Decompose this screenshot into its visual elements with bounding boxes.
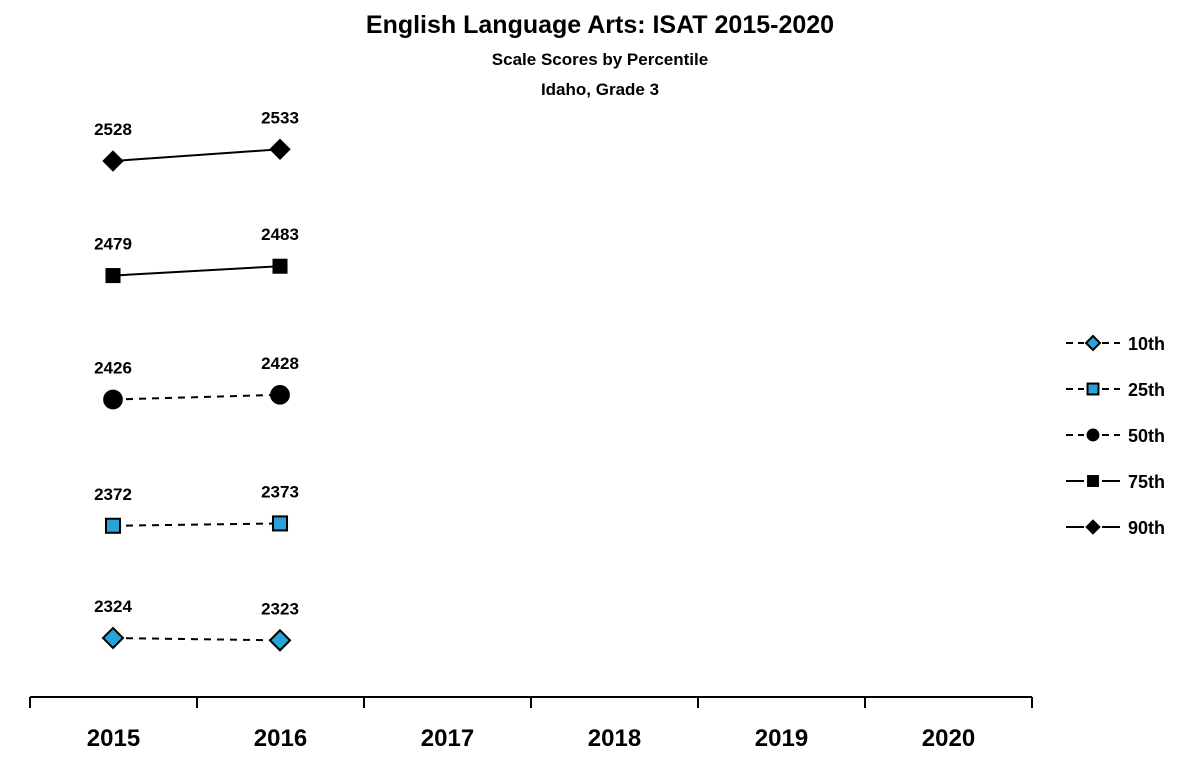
series-25th: 2372 2373 [94,482,299,534]
data-point [272,258,288,274]
legend-label: 50th [1128,426,1165,446]
data-point [271,515,289,532]
x-axis: 2015 2016 2017 2018 2019 2020 [29,696,1033,752]
data-label: 2373 [261,482,299,501]
x-tick-label: 2015 [87,725,140,752]
legend-item-10th: 10th [1066,333,1165,354]
series-50th: 2426 2428 [94,354,299,410]
legend-marker [1084,334,1102,352]
data-label: 2323 [261,599,299,618]
data-point [104,517,122,534]
data-point [269,138,291,161]
plot-area: 2324 2323 2372 2373 2426 2428 2479 2483 2528 2533 [94,108,299,652]
chart-subtitle: Scale Scores by Percentile [492,50,708,69]
series-line [112,265,281,277]
x-tick-label: 2020 [922,725,975,752]
data-label: 2428 [261,354,299,373]
legend-label: 90th [1128,518,1165,538]
chart-title: English Language Arts: ISAT 2015-2020 [366,11,834,39]
legend-item-50th: 50th [1066,425,1165,446]
legend-marker [1087,475,1099,487]
data-label: 2372 [94,485,132,504]
data-point [268,628,292,652]
legend-label: 75th [1128,472,1165,492]
series-90th: 2528 2533 [94,108,299,172]
x-tick-label: 2017 [421,725,474,752]
legend-label: 10th [1128,334,1165,354]
data-label: 2528 [94,120,132,139]
legend-marker [1085,519,1101,535]
data-point [103,389,123,410]
series-line [112,148,281,162]
series-line [112,522,281,527]
data-point [105,268,121,284]
series-75th: 2479 2483 [94,225,299,284]
data-label: 2479 [94,235,132,254]
x-tick-label: 2019 [755,725,808,752]
legend-item-25th: 25th [1066,379,1165,400]
chart-subtitle-2: Idaho, Grade 3 [541,80,659,99]
data-label: 2426 [94,359,132,378]
data-point [270,384,290,405]
legend-item-75th: 75th [1066,471,1165,492]
x-tick-label: 2016 [254,725,307,752]
legend-label: 25th [1128,380,1165,400]
legend-item-90th: 90th [1066,517,1165,538]
data-label: 2324 [94,597,132,616]
legend: 10th 25th 50th 75th 90th [1066,333,1165,538]
x-tick-label: 2018 [588,725,641,752]
legend-marker [1086,382,1100,396]
data-label: 2533 [261,108,299,127]
data-point [102,150,124,172]
data-point [101,626,125,650]
series-line [112,393,281,401]
data-label: 2483 [261,225,299,244]
series-10th: 2324 2323 [94,597,299,652]
series-line [112,637,281,642]
legend-marker [1086,428,1100,442]
